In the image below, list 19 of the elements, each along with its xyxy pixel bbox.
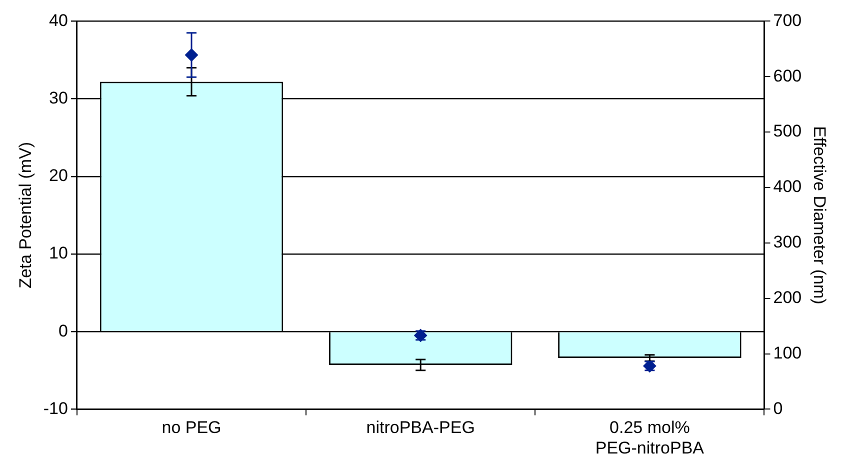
y2-tick-label: 0 — [773, 398, 783, 418]
x-tick-label: nitroPBA-PEG — [366, 418, 475, 438]
y2-tick-label: 500 — [773, 122, 802, 141]
y2-axis-title: Effective Diameter (nm) — [810, 126, 830, 304]
y-tick-label: -10 — [43, 398, 68, 418]
y2-tick-label: 400 — [773, 177, 802, 196]
y-tick-label: 0 — [58, 321, 68, 340]
y-tick-label: 20 — [49, 166, 68, 186]
y-tick-label: 30 — [49, 88, 68, 108]
y-tick-label: 40 — [49, 10, 68, 30]
y2-tick-label: 300 — [773, 232, 802, 252]
y-axis-title: Zeta Potential (mV) — [16, 142, 35, 288]
y-tick-label: 10 — [49, 244, 68, 263]
y2-tick-label: 600 — [773, 66, 802, 86]
x-tick-label: no PEG — [162, 418, 222, 438]
x-tick-label: 0.25 mol% PEG-nitroPBA — [595, 418, 705, 458]
y2-tick-label: 700 — [773, 10, 802, 30]
y2-tick-label: 200 — [773, 288, 802, 308]
y2-tick-label: 100 — [773, 343, 802, 362]
